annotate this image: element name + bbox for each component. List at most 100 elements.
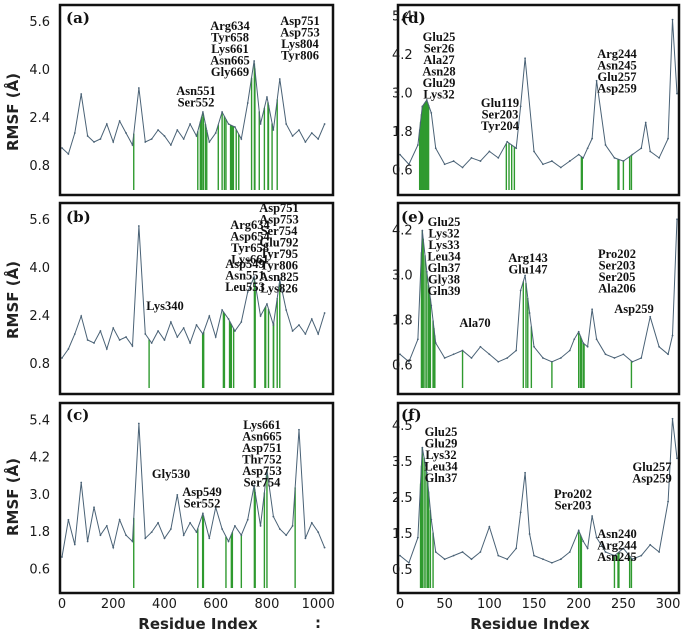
rmsf-point bbox=[425, 99, 428, 101]
residue-name: Ser203 bbox=[555, 499, 592, 513]
rmsf-point bbox=[208, 141, 211, 143]
rmsf-point bbox=[182, 534, 185, 537]
residue-annotation: Glu257 Asp259 bbox=[632, 460, 672, 486]
rmsf-point bbox=[430, 304, 433, 307]
rmsf-point bbox=[285, 309, 288, 311]
residue-name: Lys661 bbox=[243, 418, 281, 432]
y-tick-label: 3.0 bbox=[392, 87, 413, 102]
rmsf-point bbox=[227, 123, 230, 125]
rmsf-point bbox=[285, 123, 288, 125]
residue-annotation: Lys340 bbox=[146, 299, 184, 313]
rmsf-point bbox=[497, 156, 500, 159]
residue-name: Ala70 bbox=[459, 316, 490, 330]
residue-annotation: Glu119 Ser203 Tyr204 bbox=[481, 96, 520, 133]
x-tick-label: 200 bbox=[566, 597, 591, 612]
rmsf-point bbox=[591, 137, 594, 140]
rmsf-point bbox=[479, 345, 482, 348]
rmsf-point bbox=[604, 353, 607, 356]
rmsf-point bbox=[176, 336, 179, 338]
rmsf-point bbox=[214, 132, 217, 134]
residue-name: Tyr795 bbox=[260, 247, 298, 261]
rmsf-point bbox=[425, 471, 428, 474]
rmsf-point bbox=[479, 160, 482, 162]
rmsf-point bbox=[137, 225, 140, 227]
x-tick-label: 800 bbox=[255, 597, 280, 612]
x-tick-label: 50 bbox=[436, 597, 453, 612]
residue-name: Leu34 bbox=[427, 250, 461, 264]
residue-annotation: Asp751 Asp753 Lys804 Tyr806 bbox=[280, 14, 320, 63]
rmsf-point bbox=[99, 330, 102, 332]
y-tick-label: 5.4 bbox=[392, 9, 413, 24]
x-tick-label: 1000 bbox=[302, 597, 335, 612]
rmsf-point bbox=[118, 120, 121, 122]
rmsf-point bbox=[67, 348, 70, 350]
rmsf-point bbox=[595, 338, 598, 341]
residue-name: Asn665 bbox=[242, 430, 282, 444]
rmsf-point bbox=[604, 144, 607, 146]
rmsf-point bbox=[291, 330, 294, 332]
rmsf-point bbox=[169, 144, 172, 146]
rmsf-point bbox=[452, 554, 455, 557]
residue-name: Pro202 bbox=[554, 487, 592, 501]
rmsf-point bbox=[208, 537, 211, 540]
rmsf-point bbox=[649, 543, 652, 546]
rmsf-point bbox=[169, 528, 172, 530]
rmsf-point bbox=[195, 135, 198, 137]
rmsf-point bbox=[112, 546, 115, 549]
rmsf-point bbox=[430, 518, 433, 521]
residue-name: Asn245 bbox=[597, 59, 637, 73]
y-tick-label: 4.2 bbox=[29, 451, 50, 466]
residue-name: Gln37 bbox=[425, 471, 458, 485]
rmsf-point bbox=[667, 137, 669, 140]
rmsf-point bbox=[266, 96, 268, 98]
rmsf-point bbox=[227, 318, 230, 320]
rmsf-point bbox=[253, 484, 256, 487]
rmsf-point bbox=[533, 150, 535, 153]
rmsf-point bbox=[658, 156, 661, 159]
rmsf-point bbox=[559, 558, 562, 561]
rmsf-point bbox=[421, 105, 424, 108]
panel-label: (c) bbox=[66, 406, 89, 424]
rmsf-point bbox=[246, 102, 249, 104]
rmsf-point bbox=[221, 111, 224, 113]
residue-name: Ala27 bbox=[423, 53, 454, 67]
rmsf-point bbox=[112, 141, 115, 143]
panel-frame bbox=[396, 3, 681, 197]
rmsf-point bbox=[80, 93, 83, 95]
x-axis-label-right: Residue Index bbox=[470, 615, 590, 633]
rmsf-point bbox=[613, 156, 616, 159]
rmsf-point bbox=[528, 312, 531, 314]
rmsf-point bbox=[272, 129, 275, 131]
y-tick-label: 0.8 bbox=[29, 159, 50, 174]
residue-name: Lys661 bbox=[231, 253, 269, 267]
rmsf-point bbox=[452, 353, 455, 356]
y-tick-label: 1.8 bbox=[392, 125, 413, 140]
rmsf-point bbox=[568, 160, 571, 162]
rmsf-point bbox=[93, 342, 95, 344]
rmsf-point bbox=[125, 534, 127, 537]
rmsf-point bbox=[658, 551, 661, 553]
rmsf-point bbox=[425, 270, 428, 273]
residue-annotation: Pro202 Ser203 bbox=[554, 487, 592, 513]
rmsf-point bbox=[559, 166, 562, 169]
residue-annotation: Asn551 Ser552 bbox=[176, 84, 216, 110]
residue-name: Arg634 bbox=[230, 218, 270, 232]
rmsf-point bbox=[586, 345, 589, 348]
rmsf-point bbox=[214, 336, 217, 338]
residue-name: Asn28 bbox=[422, 65, 455, 79]
rmsf-point bbox=[298, 428, 300, 431]
rmsf-point bbox=[533, 345, 535, 348]
rmsf-point bbox=[304, 333, 307, 335]
panel-frame bbox=[58, 201, 335, 396]
rmsf-point bbox=[278, 528, 281, 530]
rmsf-point bbox=[118, 518, 121, 521]
x-tick-label: 150 bbox=[522, 597, 547, 612]
rmsf-point bbox=[195, 531, 198, 534]
residue-annotation: Glu25 Ser26 Ala27 Asn28 Glu29 Lys32 bbox=[422, 30, 455, 102]
rmsf-point bbox=[515, 349, 518, 352]
rmsf-point bbox=[586, 147, 589, 150]
rmsf-point bbox=[323, 546, 326, 549]
rmsf-point bbox=[240, 138, 243, 140]
